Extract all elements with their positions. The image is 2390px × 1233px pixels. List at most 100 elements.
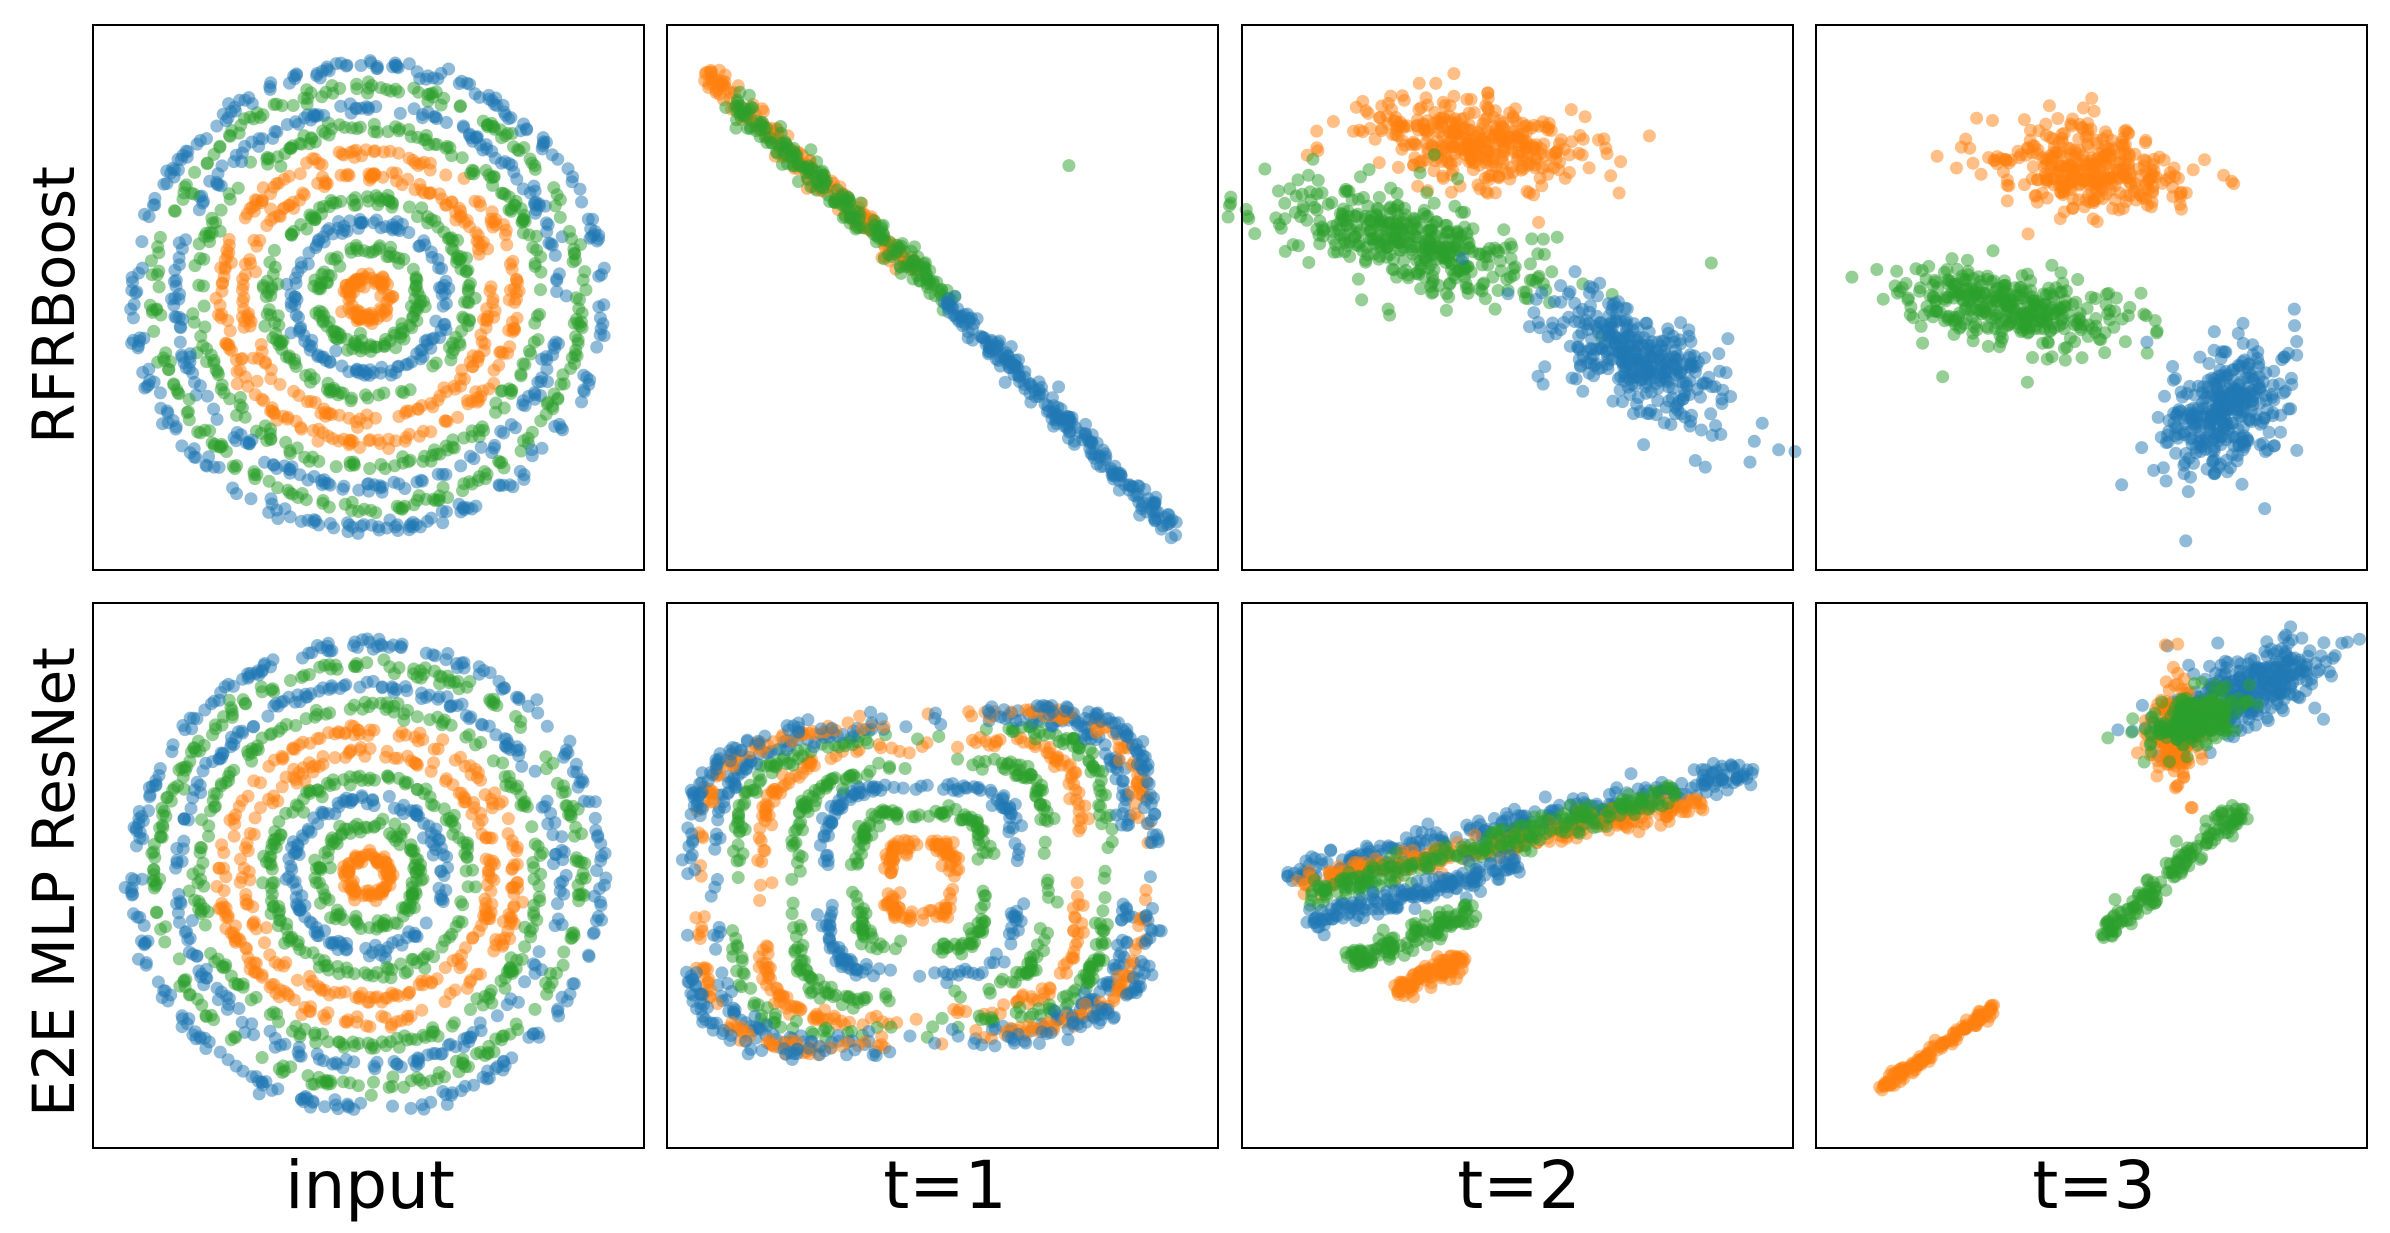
point-blue — [2282, 402, 2295, 416]
point-green — [1278, 196, 1292, 210]
point-green — [1442, 278, 1456, 291]
point-green — [285, 228, 299, 242]
point-blue — [1161, 508, 1175, 522]
point-blue — [228, 104, 242, 118]
point-green — [461, 880, 475, 894]
point-green — [1062, 159, 1076, 173]
point-orange — [1488, 141, 1502, 155]
point-orange — [248, 388, 262, 402]
point-orange — [223, 342, 236, 356]
point-blue — [529, 203, 543, 217]
point-blue — [552, 337, 565, 351]
point-green — [372, 241, 386, 255]
point-green — [347, 457, 361, 471]
point-blue — [2246, 398, 2260, 411]
point-orange — [480, 302, 494, 316]
point-green — [262, 474, 276, 488]
point-green — [1362, 163, 1376, 177]
point-orange — [1520, 125, 1534, 138]
point-orange — [297, 188, 311, 202]
point-orange — [1481, 86, 1495, 100]
point-orange — [2030, 195, 2044, 209]
point-blue — [173, 335, 187, 349]
point-blue — [468, 87, 482, 101]
point-orange — [400, 404, 414, 418]
point-blue — [362, 949, 376, 963]
point-green — [1940, 263, 1954, 277]
point-green — [267, 899, 281, 913]
point-green — [835, 190, 849, 204]
point-blue — [2290, 335, 2304, 348]
point-orange — [212, 308, 225, 322]
point-green — [150, 268, 164, 282]
point-blue — [467, 452, 481, 466]
point-green — [2036, 336, 2050, 350]
point-orange — [1545, 148, 1558, 162]
point-green — [1960, 289, 1974, 303]
point-blue — [1631, 391, 1645, 404]
point-green — [1998, 274, 2011, 288]
point-orange — [2105, 141, 2119, 155]
point-blue — [1747, 434, 1761, 448]
point-orange — [416, 424, 430, 438]
point-orange — [498, 228, 512, 242]
point-orange — [468, 194, 482, 208]
point-orange — [2077, 174, 2091, 188]
point-green — [431, 493, 445, 507]
point-green — [1926, 310, 1940, 324]
point-green — [267, 243, 281, 257]
point-green — [1286, 238, 1300, 252]
point-green — [1295, 187, 1309, 201]
point-blue — [1620, 302, 1634, 316]
point-blue — [252, 132, 266, 146]
point-orange — [1532, 215, 1546, 229]
point-blue — [263, 80, 277, 94]
point-green — [2003, 300, 2017, 314]
point-blue — [243, 437, 256, 451]
point-blue — [285, 863, 299, 877]
point-orange — [700, 65, 713, 79]
point-blue — [2166, 373, 2180, 387]
point-green — [178, 180, 192, 194]
point-blue — [132, 266, 146, 280]
point-orange — [2000, 173, 2014, 187]
point-blue — [510, 172, 524, 186]
point-blue — [268, 125, 282, 138]
point-orange — [383, 292, 397, 306]
point-orange — [2186, 163, 2200, 177]
point-blue — [502, 157, 516, 170]
point-green — [300, 222, 314, 236]
point-blue — [207, 402, 221, 416]
point-green — [1338, 233, 1352, 247]
point-orange — [250, 193, 264, 207]
point-blue — [1621, 347, 1635, 361]
point-green — [2027, 309, 2041, 323]
point-green — [223, 129, 237, 143]
point-blue — [539, 135, 553, 149]
point-orange — [1541, 159, 1554, 173]
point-blue — [1129, 489, 1143, 503]
point-green — [793, 159, 807, 173]
point-green — [502, 382, 516, 396]
point-blue — [1090, 457, 1104, 471]
point-green — [547, 181, 561, 195]
point-blue — [433, 892, 447, 906]
point-green — [1919, 272, 1933, 286]
point-orange — [1564, 103, 1578, 117]
point-blue — [343, 214, 357, 228]
point-blue — [2288, 319, 2302, 333]
point-green — [429, 447, 443, 461]
point-green — [1942, 274, 1956, 288]
point-orange — [510, 292, 523, 306]
point-orange — [1575, 148, 1589, 162]
point-green — [392, 251, 406, 265]
point-blue — [307, 108, 321, 122]
point-green — [2094, 333, 2108, 347]
point-blue — [2267, 439, 2281, 453]
point-orange — [1310, 124, 1324, 138]
point-green — [1488, 302, 1502, 316]
point-green — [852, 221, 866, 235]
point-blue — [284, 326, 298, 340]
point-orange — [433, 187, 446, 201]
point-green — [516, 357, 530, 371]
